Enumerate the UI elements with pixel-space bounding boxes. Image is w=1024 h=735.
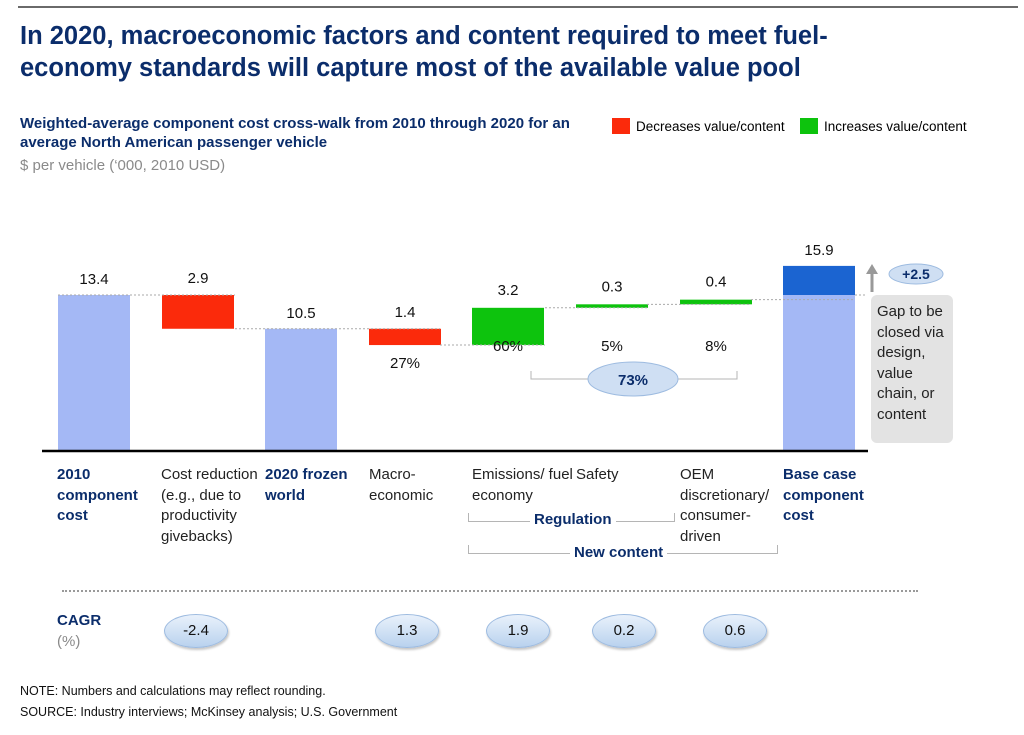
cagr-safety: 0.2 — [592, 614, 656, 648]
legend-increase-label: Increases value/content — [824, 118, 967, 134]
cagr-unit: (%) — [57, 633, 81, 650]
bar-increase-4 — [472, 307, 544, 346]
value-label-6: 0.4 — [706, 274, 727, 291]
bar-increase-6 — [680, 299, 752, 305]
new-content-share-pill — [587, 361, 679, 397]
cagr-macro: 1.3 — [375, 614, 439, 648]
legend-decrease-label: Decreases value/content — [636, 118, 785, 134]
bar-total-0 — [58, 295, 130, 451]
legend-increase: Increases value/content — [800, 118, 967, 134]
chart-subtitle: Weighted-average component cost cross-wa… — [20, 115, 570, 151]
category-label-cost-reduction: Cost reduction (e.g., due to productivit… — [161, 466, 258, 545]
gap-arrow-head — [866, 264, 878, 274]
page-title: In 2020, macroeconomic factors and conte… — [20, 22, 828, 82]
gap-note-text: Gap to be closed via design, value chain… — [877, 303, 944, 423]
cagr-title: CAGR — [57, 612, 102, 629]
share-label-5: 5% — [601, 338, 623, 355]
bar-base-case — [783, 295, 855, 451]
new-content-share-label: 73% — [618, 372, 648, 389]
bar-total-2 — [265, 328, 337, 451]
bar-gap-segment — [783, 265, 855, 295]
bar-decrease-3 — [369, 328, 441, 346]
category-label-oem: OEM discretionary/ consumer-driven — [680, 466, 770, 545]
share-label-6: 8% — [705, 338, 727, 355]
category-label-2010: 2010 component cost — [57, 466, 138, 524]
source-note: SOURCE: Industry interviews; McKinsey an… — [20, 705, 398, 719]
cagr-emissions: 1.9 — [486, 614, 550, 648]
category-label-base-case: Base case component cost — [783, 466, 864, 524]
legend-decrease: Decreases value/content — [612, 118, 785, 134]
category-label-emissions: Emissions/ fuel economy — [472, 466, 573, 504]
footnote: NOTE: Numbers and calculations may refle… — [20, 684, 326, 698]
gap-value-label: +2.5 — [902, 266, 930, 282]
cagr-divider — [62, 590, 918, 592]
bar-decrease-1 — [162, 295, 234, 329]
gap-value-pill — [888, 263, 944, 285]
value-label-1: 2.9 — [188, 270, 209, 287]
value-label-2: 10.5 — [286, 305, 315, 322]
value-label-0: 13.4 — [79, 271, 108, 288]
value-label-4: 3.2 — [498, 282, 519, 299]
category-label-2020-frozen: 2020 frozen world — [265, 466, 348, 504]
legend-decrease-swatch — [612, 118, 630, 134]
value-label-3: 1.4 — [395, 304, 416, 321]
bar-increase-5 — [576, 304, 648, 308]
legend-increase-swatch — [800, 118, 818, 134]
share-label-4: 60% — [493, 338, 523, 355]
chart-units: $ per vehicle (‘000, 2010 USD) — [20, 157, 226, 174]
cagr-oem: 0.6 — [703, 614, 767, 648]
value-label-5: 0.3 — [602, 278, 623, 295]
category-label-safety: Safety — [576, 466, 619, 483]
top-rule — [18, 6, 1018, 8]
regulation-label: Regulation — [530, 511, 616, 528]
value-label-7: 15.9 — [804, 242, 833, 259]
gap-note-box — [871, 295, 953, 443]
new-content-label: New content — [570, 544, 668, 561]
category-label-macro: Macro-economic — [369, 466, 434, 504]
cagr-cost-reduction: -2.4 — [164, 614, 228, 648]
share-label-3: 27% — [390, 355, 420, 372]
